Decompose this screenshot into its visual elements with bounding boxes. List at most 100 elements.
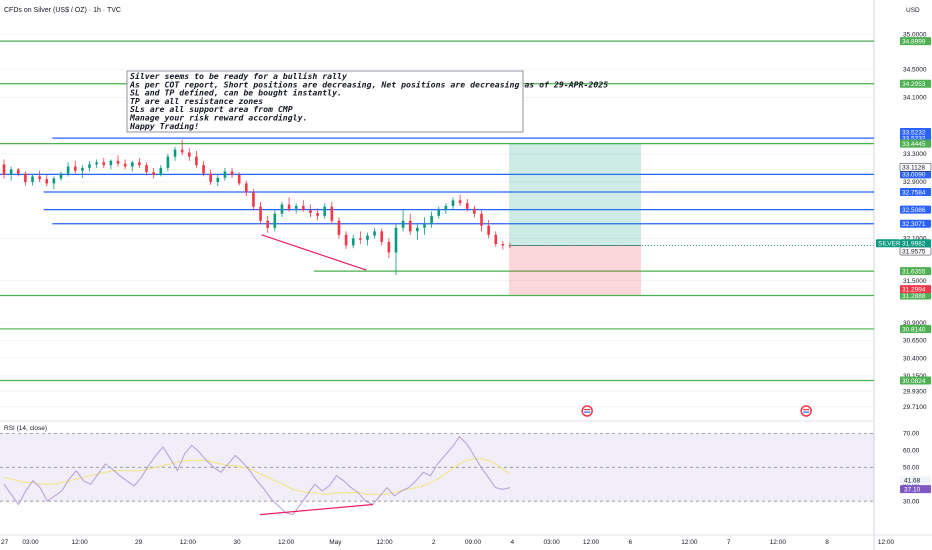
time-tick-label: 12:00 — [770, 539, 787, 546]
candle-body — [88, 164, 91, 168]
price-tick-label: 33.3000 — [903, 151, 927, 158]
candle-body — [266, 220, 269, 228]
candle-body — [202, 165, 205, 174]
candle-body — [252, 192, 255, 207]
level-badge-text: 31.2888 — [902, 293, 926, 300]
target-zone — [509, 143, 641, 246]
annotation-frame — [126, 70, 524, 133]
time-tick-label: 12:00 — [278, 539, 295, 546]
symbol-badge — [876, 239, 900, 248]
price-tick-label: 31.5000 — [903, 278, 927, 285]
candlestick-series — [2, 139, 874, 276]
level-badge — [900, 170, 931, 179]
trend-lines[interactable] — [261, 234, 367, 271]
candle-body — [130, 162, 134, 167]
price-badge — [900, 285, 931, 294]
price-badge — [900, 128, 931, 137]
candle-body — [245, 183, 248, 193]
us-flag-icon — [800, 405, 812, 417]
level-badge-text: 33.0090 — [902, 172, 926, 179]
candle-body — [380, 231, 384, 242]
candle-body — [373, 231, 376, 236]
candle-body — [294, 205, 298, 209]
price-badge-text: 33.5232 — [902, 129, 926, 136]
time-tick-label: 30 — [233, 539, 241, 546]
level-badge — [900, 139, 931, 148]
rsi-label: RSI (14, close) — [4, 425, 47, 432]
us-flag-icon — [581, 405, 593, 417]
rsi-tick-label: 30.00 — [903, 498, 920, 505]
candle-body — [152, 172, 155, 175]
us-flag-icon — [803, 411, 810, 413]
price-badge-text: 33.1128 — [902, 165, 925, 172]
time-tick-label: 12:00 — [681, 539, 698, 546]
rsi-pane[interactable]: RSI (14, close) 70.00 60.00 50.00 40.00 30.00… — [0, 425, 931, 516]
last-price-badge-text: 31.9982 — [902, 241, 926, 248]
price-axis[interactable]: 35.0000 34.5000 34.1000 33.3000 32.9000 32.10… — [903, 31, 927, 411]
symbol-badge-text: SILVER — [878, 241, 901, 248]
candle-body — [480, 213, 483, 226]
time-tick-label: 12:00 — [376, 539, 393, 546]
rsi-ma-badge — [900, 476, 931, 485]
level-badge — [900, 324, 931, 333]
candle-body — [416, 227, 419, 232]
last-price-badge — [900, 239, 931, 248]
candle-body — [309, 210, 312, 214]
level-badge — [900, 205, 931, 214]
candle-body — [494, 234, 498, 245]
time-tick-label: 7 — [727, 539, 731, 546]
price-tick-label: 30.6500 — [903, 338, 927, 345]
level-badge-text: 30.0824 — [902, 378, 926, 385]
time-tick-label: 12:00 — [878, 539, 895, 546]
time-tick-label: 27 — [1, 539, 9, 546]
time-tick-label: May — [329, 539, 342, 546]
rsi-ma-badge-text: 41.68 — [904, 478, 921, 485]
price-badge-text: 31.2994 — [902, 286, 926, 293]
candle-body — [323, 206, 327, 216]
level-badge-text: 32.7584 — [902, 189, 926, 196]
candle-body — [9, 169, 13, 175]
level-badge — [900, 267, 931, 276]
stop-zone — [509, 245, 641, 295]
candle-body — [81, 167, 84, 171]
level-badge — [900, 187, 931, 196]
event-markers[interactable] — [581, 405, 812, 417]
candle-body — [59, 173, 63, 179]
candle-body — [145, 165, 148, 173]
level-badge — [900, 79, 931, 88]
candle-body — [273, 213, 277, 228]
time-tick-label: 2 — [432, 539, 436, 546]
candle-body — [437, 210, 441, 216]
level-badge-text: 34.8999 — [902, 38, 926, 45]
rsi-divergence-line — [259, 503, 374, 516]
candle-body — [344, 234, 348, 246]
candle-body — [116, 160, 120, 164]
candle-body — [123, 163, 127, 167]
rsi-band — [0, 433, 874, 502]
candle-body — [237, 174, 241, 184]
chart-title: CFDs on Silver (US$ / OZ) · 1h · TVC — [4, 7, 121, 14]
candle-body — [138, 162, 141, 166]
candle-body — [173, 149, 177, 157]
price-tick-label: 35.0000 — [903, 31, 927, 38]
level-badge — [900, 376, 931, 385]
us-flag-icon — [584, 409, 591, 411]
time-tick-label: 12:00 — [72, 539, 89, 546]
candle-body — [31, 176, 34, 183]
level-badge-text: 31.6355 — [902, 268, 926, 275]
candle-body — [16, 169, 20, 174]
annotation-box[interactable]: Silver seems to be ready for a bullish r… — [126, 70, 608, 133]
time-axis[interactable]: 27 03:00 12:00 29 12:00 30 12:00 May 12:00 2 09:00… — [1, 539, 895, 546]
candle-body — [95, 162, 98, 165]
candle-body — [430, 215, 433, 225]
candle-body — [351, 238, 355, 246]
price-tick-label: 32.1000 — [903, 236, 927, 243]
candle-body — [302, 205, 305, 211]
price-tick-label: 34.5000 — [903, 67, 927, 74]
candle-body — [487, 225, 490, 235]
price-badge-text: 31.9575 — [902, 248, 926, 255]
time-tick-label: 03:00 — [544, 539, 561, 546]
candle-body — [280, 204, 284, 214]
long-position-tool[interactable] — [509, 143, 641, 295]
